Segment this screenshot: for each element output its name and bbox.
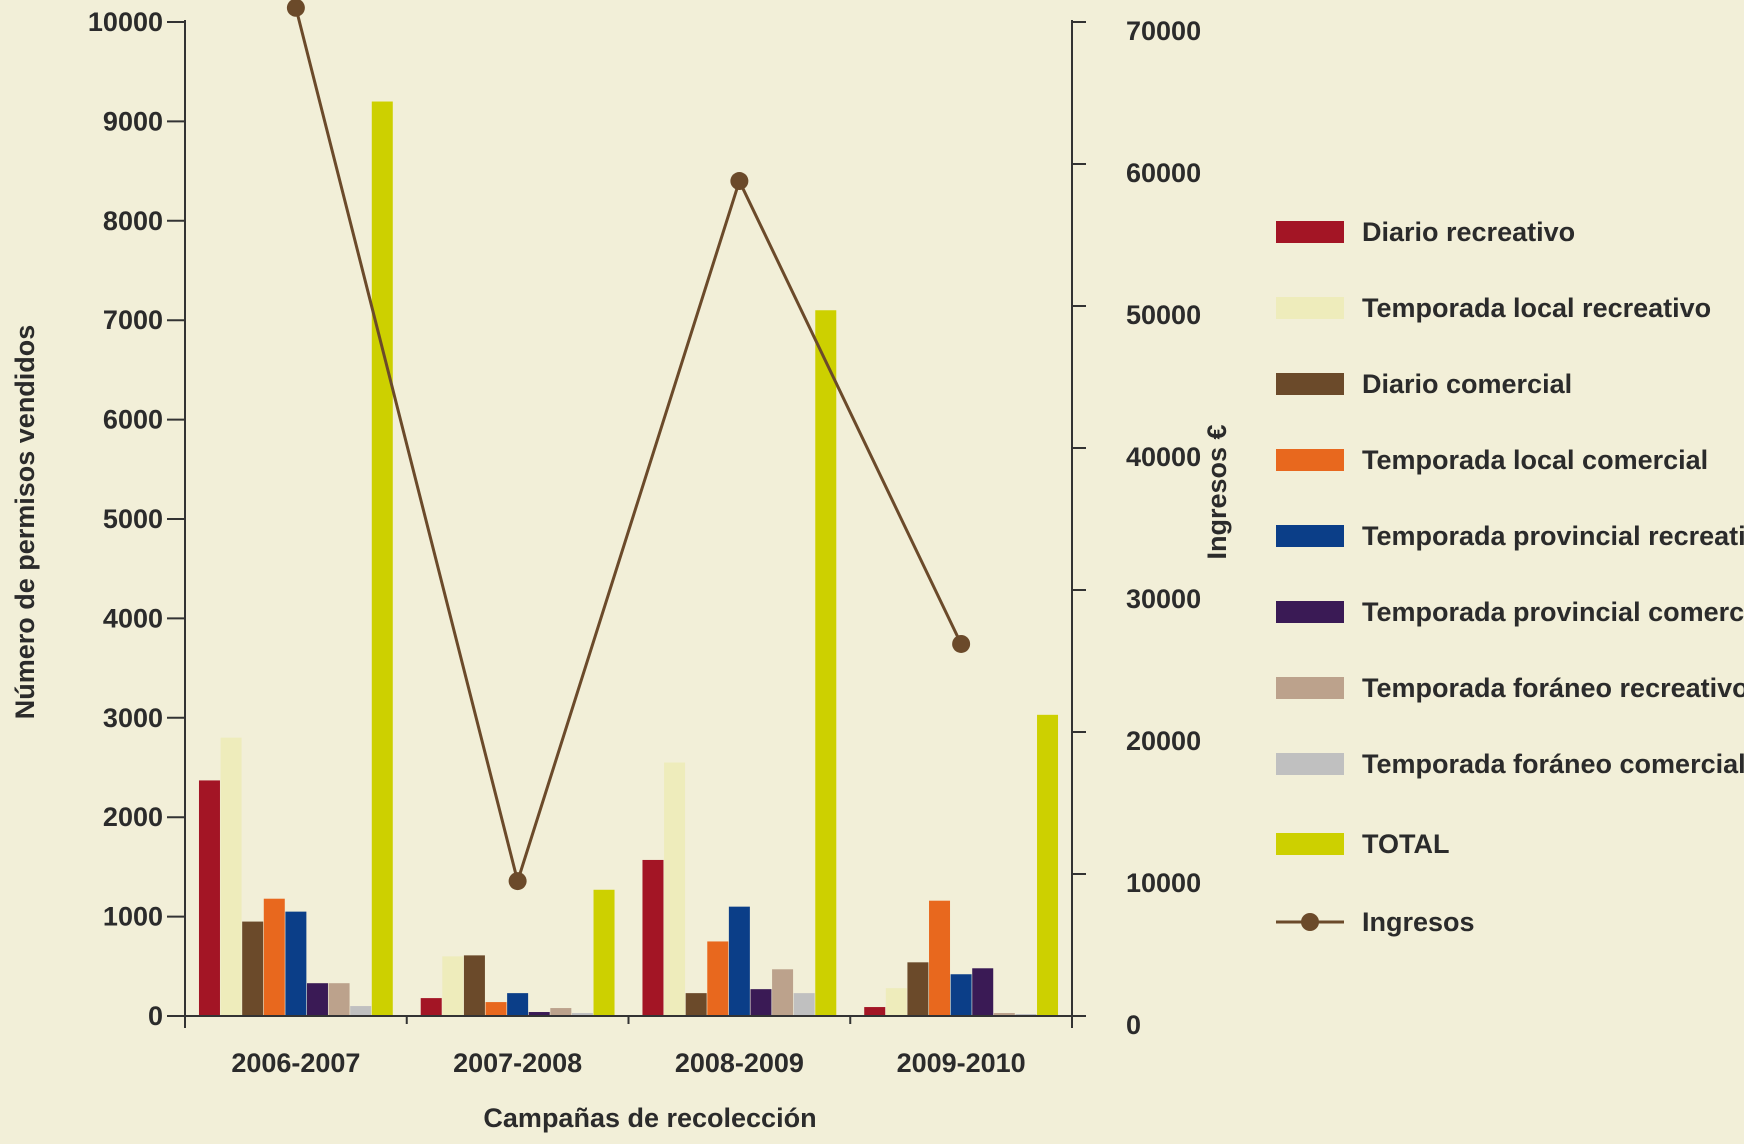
x-tick-label: 2007-2008: [453, 1048, 582, 1078]
line-point: [730, 172, 749, 191]
bar: [707, 941, 729, 1016]
line-point: [286, 0, 305, 17]
bar: [285, 911, 307, 1016]
bar: [793, 993, 815, 1016]
y-tick-label: 6000: [103, 405, 163, 435]
bar: [750, 989, 772, 1016]
legend-swatch: [1276, 601, 1344, 623]
bar: [685, 993, 707, 1016]
legend-swatch: [1276, 297, 1344, 319]
y-tick-label: 10000: [88, 7, 163, 37]
bar: [1037, 714, 1059, 1016]
legend-label: Diario comercial: [1362, 369, 1572, 399]
legend-label: Temporada provincial comercial: [1362, 597, 1744, 627]
y-tick-label: 3000: [103, 703, 163, 733]
bar: [242, 921, 264, 1016]
bar: [885, 988, 907, 1016]
bar: [550, 1008, 572, 1016]
bar: [263, 898, 285, 1016]
bar: [528, 1012, 550, 1016]
bar: [907, 962, 929, 1016]
y-right-tick-label: 60000: [1126, 158, 1201, 188]
legend-swatch: [1276, 753, 1344, 775]
y-tick-label: 5000: [103, 504, 163, 534]
bar: [328, 983, 350, 1016]
line-point: [508, 872, 527, 891]
bar: [772, 969, 794, 1016]
y-right-tick-label: 10000: [1126, 868, 1201, 898]
bar: [929, 900, 951, 1016]
x-tick-label: 2006-2007: [231, 1048, 360, 1078]
legend-swatch: [1276, 833, 1344, 855]
bar: [507, 993, 529, 1016]
y-tick-label: 1000: [103, 902, 163, 932]
bar: [993, 1013, 1015, 1016]
bar: [220, 737, 242, 1016]
bar: [371, 101, 393, 1016]
legend-label: TOTAL: [1362, 829, 1450, 859]
legend-swatch: [1276, 449, 1344, 471]
bar: [664, 762, 686, 1016]
line-ingresos: [294, 7, 963, 887]
x-axis-title: Campañas de recolección: [483, 1103, 816, 1133]
y-tick-label: 7000: [103, 305, 163, 335]
x-tick-label: 2009-2010: [897, 1048, 1026, 1078]
y-right-tick-label: 30000: [1126, 584, 1201, 614]
bar: [198, 780, 220, 1016]
y-axis-title: Número de permisos vendidos: [10, 325, 40, 720]
y-tick-label: 4000: [103, 603, 163, 633]
legend-swatch: [1276, 221, 1344, 243]
y-right-tick-label: 70000: [1126, 16, 1201, 46]
bar: [864, 1007, 886, 1016]
legend-label: Temporada local comercial: [1362, 445, 1708, 475]
x-tick-label: 2008-2009: [675, 1048, 804, 1078]
y-right-tick-label: 40000: [1126, 442, 1201, 472]
bar: [815, 310, 837, 1016]
y-right-tick-label: 0: [1126, 1010, 1141, 1040]
bar: [463, 955, 485, 1016]
bar: [485, 1002, 507, 1016]
legend-label: Temporada local recreativo: [1362, 293, 1711, 323]
bar: [571, 1013, 593, 1016]
legend-label: Ingresos: [1362, 907, 1475, 937]
legend-swatch: [1276, 677, 1344, 699]
legend-label: Diario recreativo: [1362, 217, 1575, 247]
legend-label: Temporada foráneo comercial: [1362, 749, 1744, 779]
y-right-tick-label: 20000: [1126, 726, 1201, 756]
y-right-tick-label: 50000: [1126, 300, 1201, 330]
legend-swatch: [1276, 525, 1344, 547]
bar: [442, 956, 464, 1016]
bar: [420, 998, 442, 1016]
y-axis-right-title: Ingresos €: [1202, 424, 1232, 559]
y-tick-label: 9000: [103, 106, 163, 136]
bar: [306, 983, 328, 1016]
bar: [350, 1006, 372, 1016]
line-point: [952, 634, 971, 653]
y-tick-label: 0: [148, 1001, 163, 1031]
y-tick-label: 2000: [103, 802, 163, 832]
legend-line-marker: [1301, 913, 1319, 931]
bar: [950, 974, 972, 1016]
bar: [593, 889, 615, 1016]
y-tick-label: 8000: [103, 206, 163, 236]
bar: [972, 968, 994, 1016]
legend-label: Temporada provincial recreativo: [1362, 521, 1744, 551]
legend-label: Temporada foráneo recreativo: [1362, 673, 1744, 703]
legend-swatch: [1276, 373, 1344, 395]
bar: [642, 859, 664, 1016]
bar: [728, 906, 750, 1016]
